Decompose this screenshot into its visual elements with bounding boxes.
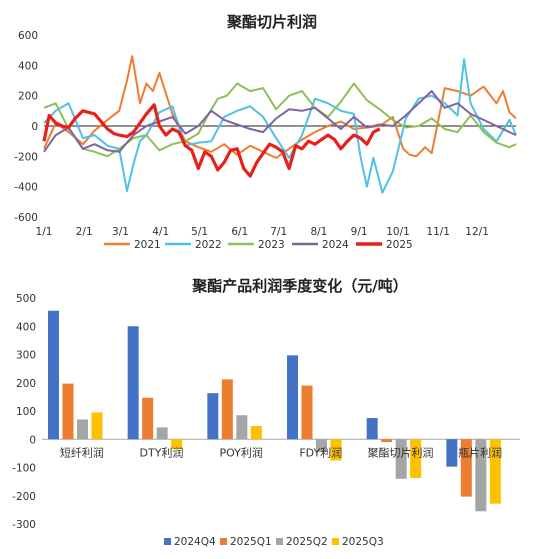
y-tick-label: 600 [18, 30, 38, 42]
category-label: FDY利润 [299, 445, 342, 459]
bar-2025Q2-5 [475, 439, 487, 512]
legend-swatch [332, 538, 339, 545]
bar-2025Q1-0 [62, 383, 74, 440]
bar-2024Q4-2 [207, 393, 219, 440]
bar-chart-title: 聚酯产品利润季度变化（元/吨） [191, 277, 407, 295]
legend-item-2025Q3: 2025Q3 [332, 536, 384, 548]
x-tick-label: 11/1 [426, 226, 450, 238]
x-tick-label: 9/1 [351, 226, 368, 238]
legend-item-2023: 2023 [228, 239, 285, 251]
y-tick-label: 200 [16, 378, 36, 390]
bar-2025Q3-3 [330, 439, 342, 461]
y-tick-label: 0 [29, 434, 36, 446]
y-tick-label: -200 [12, 491, 36, 503]
x-tick-label: 7/1 [270, 226, 287, 238]
legend-swatch [220, 538, 227, 545]
y-tick-label: 300 [16, 350, 36, 362]
legend-label: 2025 [386, 239, 413, 251]
bar-2025Q2-3 [316, 439, 327, 452]
bar-2025Q3-2 [250, 425, 262, 440]
bar-2025Q3-1 [171, 439, 183, 450]
y-tick-label: -300 [12, 519, 36, 531]
legend-item-2025Q1: 2025Q1 [220, 536, 272, 548]
legend-label: 2025Q2 [286, 536, 328, 548]
y-tick-label: 400 [16, 321, 36, 333]
category-label: 短纤利润 [60, 445, 104, 459]
x-tick-label: 10/1 [386, 226, 410, 238]
bar-2025Q3-0 [91, 412, 103, 440]
legend-item-2022: 2022 [165, 239, 222, 251]
category-label: POY利润 [219, 445, 262, 459]
bar-2024Q4-5 [446, 439, 458, 467]
y-tick-label: -400 [14, 182, 38, 194]
legend-label: 2024Q4 [174, 536, 216, 548]
y-tick-label: -200 [14, 151, 38, 163]
bar-2024Q4-0 [48, 310, 59, 440]
x-tick-label: 6/1 [231, 226, 248, 238]
bar-2024Q4-4 [366, 418, 378, 440]
bar-2025Q1-4 [381, 439, 393, 443]
x-tick-label: 5/1 [191, 226, 208, 238]
bar-2025Q1-3 [301, 385, 313, 440]
legend-label: 2025Q3 [342, 536, 384, 548]
legend-swatch [276, 538, 283, 545]
bar-2024Q4-3 [287, 355, 298, 440]
y-tick-label: 500 [16, 293, 36, 305]
bar-2025Q2-0 [77, 419, 88, 440]
legend-label: 2024 [322, 239, 349, 251]
y-tick-label: 0 [31, 121, 38, 133]
x-tick-label: 2/1 [76, 226, 93, 238]
legend-label: 2021 [134, 239, 161, 251]
bar-chart: 聚酯产品利润季度变化（元/吨） 500 400 300 200 100 0 -100 -200… [12, 277, 520, 548]
y-tick-label: 400 [18, 60, 38, 72]
y-tick-label: 100 [16, 406, 36, 418]
x-tick-label: 4/1 [152, 226, 169, 238]
bar-2025Q2-1 [156, 427, 168, 440]
legend-label: 2022 [195, 239, 222, 251]
bar-2025Q1-2 [221, 379, 233, 440]
bar-2025Q3-5 [489, 439, 501, 504]
category-label: 瓶片利润 [458, 445, 502, 459]
bar-2025Q3-4 [410, 439, 422, 478]
series-line-2022 [43, 58, 517, 194]
legend-item-2024Q4: 2024Q4 [164, 536, 216, 548]
bar-2025Q1-5 [460, 439, 472, 497]
bar-2025Q2-2 [236, 415, 248, 440]
y-tick-label: -100 [12, 463, 36, 475]
line-chart: 聚酯切片利润 600 400 200 0 -200 -400 -600 1/1 2/1 3/1 4… [14, 13, 517, 251]
series-line-2024 [43, 90, 517, 153]
x-tick-label: 1/1 [36, 226, 53, 238]
category-label: DTY利润 [140, 445, 184, 459]
line-chart-title: 聚酯切片利润 [226, 13, 317, 31]
legend-item-2025: 2025 [356, 239, 413, 251]
legend-swatch [164, 538, 171, 545]
legend-label: 2025Q1 [230, 536, 272, 548]
legend-item-2025Q2: 2025Q2 [276, 536, 328, 548]
bar-2025Q2-4 [395, 439, 407, 479]
series-line-2025 [42, 103, 381, 178]
y-tick-label: 200 [18, 91, 38, 103]
legend-item-2024: 2024 [292, 239, 349, 251]
y-tick-label: -600 [14, 212, 38, 224]
x-tick-label: 8/1 [310, 226, 327, 238]
category-label: 聚酯切片利润 [368, 445, 434, 459]
x-tick-label: 12/1 [465, 226, 489, 238]
legend-item-2021: 2021 [104, 239, 161, 251]
bar-2024Q4-1 [127, 326, 139, 440]
legend-label: 2023 [258, 239, 285, 251]
bar-2025Q1-1 [142, 397, 154, 440]
x-tick-label: 3/1 [112, 226, 129, 238]
